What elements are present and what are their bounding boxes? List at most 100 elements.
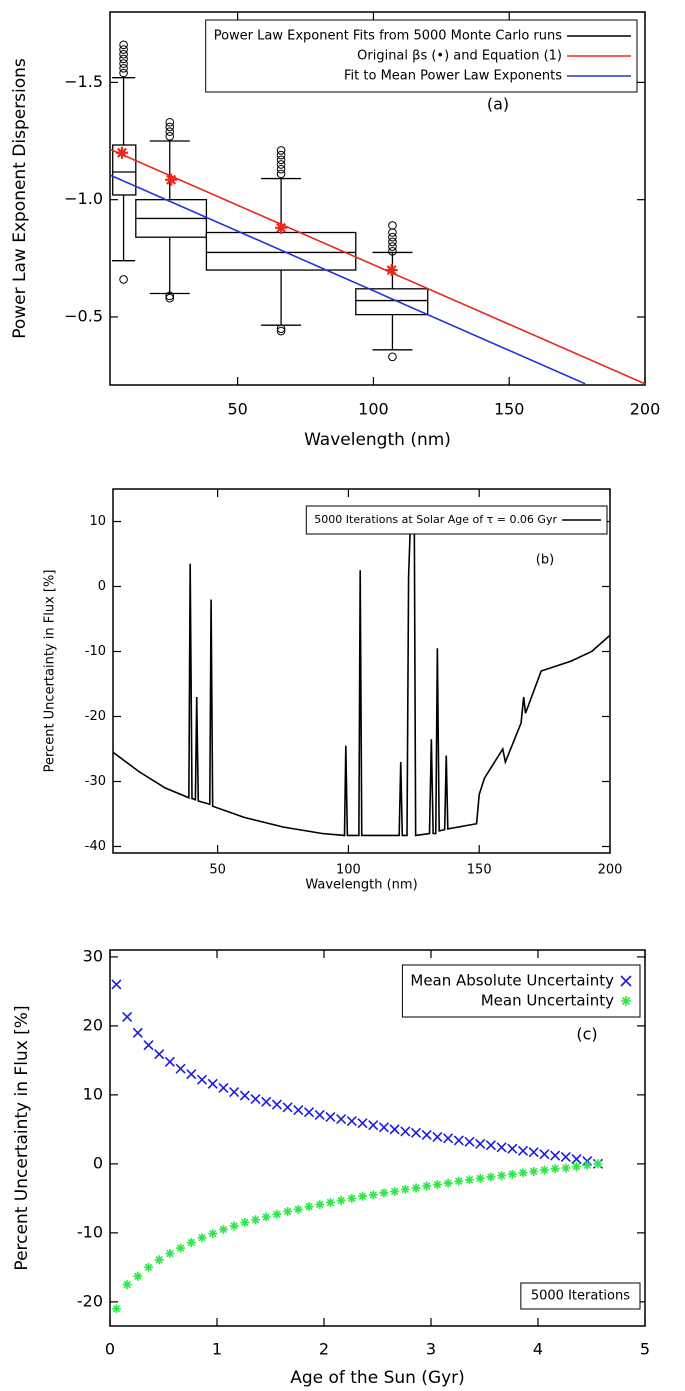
scatter-marker [239, 1090, 250, 1101]
scatter-marker [229, 1221, 239, 1231]
scatter-marker [550, 1150, 561, 1161]
scatter-marker [176, 1243, 186, 1253]
y-tick-label: −0.5 [64, 306, 103, 325]
scatter-marker [314, 1109, 325, 1120]
outlier [276, 160, 286, 169]
scatter-marker [325, 1198, 335, 1208]
scatter-marker [421, 1129, 432, 1140]
x-tick-label: 0 [105, 1340, 115, 1359]
y-tick-label: 0 [98, 579, 106, 594]
outlier [388, 352, 397, 362]
star-marker [165, 173, 178, 186]
scatter-marker [175, 1063, 186, 1074]
scatter-marker [122, 1011, 133, 1022]
panel-label: (a) [487, 95, 509, 114]
scatter-marker [251, 1215, 261, 1225]
scatter-marker [283, 1206, 293, 1216]
scatter-marker [357, 1118, 368, 1129]
outlier [388, 228, 397, 237]
legend-symbol [620, 975, 632, 987]
plot-frame [109, 11, 646, 386]
note: 5000 Iterations [531, 1289, 630, 1304]
outlier [165, 291, 175, 301]
scatter-marker [497, 1171, 507, 1181]
x-tick-label: 150 [467, 863, 492, 878]
scatter-marker [390, 1186, 400, 1196]
scatter-marker [368, 1120, 379, 1131]
outlier [165, 122, 175, 132]
outlier [165, 127, 175, 136]
y-tick-label: 20 [83, 1015, 103, 1034]
y-tick-label: −1.0 [64, 189, 103, 208]
y-tick-label: −1.5 [64, 72, 103, 91]
star-marker [385, 264, 398, 277]
scatter-marker [485, 1140, 496, 1151]
outlier [276, 169, 286, 179]
star-marker [275, 221, 288, 234]
x-tick-label: 5 [640, 1340, 650, 1359]
legend-symbol [621, 996, 631, 1006]
scatter-marker [250, 1093, 261, 1105]
scatter-marker [346, 1116, 357, 1127]
x-tick-label: 3 [426, 1340, 436, 1359]
y-tick-label: 10 [89, 514, 106, 529]
scatter-marker [282, 1102, 293, 1113]
legend-label: 5000 Iterations at Solar Age of τ = 0.06… [314, 513, 557, 526]
scatter-marker [486, 1172, 496, 1182]
scatter-marker [271, 1099, 282, 1110]
scatter-marker [186, 1238, 196, 1248]
y-tick-label: -30 [85, 774, 106, 789]
scatter-marker [261, 1212, 271, 1222]
scatter-marker [293, 1104, 304, 1116]
scatter-marker [411, 1183, 421, 1193]
scatter-marker [432, 1180, 442, 1190]
scatter-marker [443, 1133, 454, 1144]
scatter-marker [572, 1162, 582, 1172]
scatter-marker [561, 1163, 571, 1173]
y-axis-title: Power Law Exponent Dispersions [10, 58, 30, 339]
y-tick-label: 10 [83, 1084, 103, 1103]
outlier [119, 275, 128, 284]
scatter-marker [347, 1193, 357, 1203]
scatter-marker [315, 1200, 325, 1210]
outlier [388, 242, 397, 251]
scatter-marker [154, 1049, 165, 1060]
scatter-marker [240, 1218, 250, 1228]
scatter-marker [218, 1224, 228, 1234]
plot-frame [112, 488, 611, 854]
y-tick-label: 30 [83, 946, 103, 965]
legend-label: Original βs (•) and Equation (1) [357, 49, 562, 64]
outlier [276, 155, 286, 165]
scatter-marker [464, 1136, 475, 1147]
outlier [119, 49, 128, 59]
scatter-marker [443, 1178, 453, 1188]
scatter-marker [518, 1168, 528, 1178]
outlier [276, 324, 286, 333]
scatter-marker [379, 1188, 389, 1198]
plot-frame [109, 949, 646, 1327]
legend-label: Power Law Exponent Fits from 5000 Monte … [214, 29, 563, 44]
outlier [388, 232, 397, 242]
scatter-marker [582, 1160, 592, 1170]
scatter-marker [454, 1176, 464, 1186]
scatter-marker [453, 1135, 464, 1146]
outlier [165, 132, 175, 141]
scatter-marker [164, 1056, 175, 1067]
scatter-marker [122, 1280, 132, 1290]
x-tick-label: 50 [209, 863, 226, 878]
legend-box [205, 19, 638, 93]
outlier [388, 221, 397, 230]
outlier [119, 64, 128, 73]
scatter-marker [400, 1126, 411, 1137]
scatter-marker [358, 1191, 368, 1201]
scatter-marker [475, 1138, 486, 1149]
legend-box [305, 505, 608, 535]
scatter-marker [304, 1202, 314, 1212]
scatter-marker [378, 1122, 389, 1133]
scatter-marker [144, 1262, 154, 1272]
scatter-marker [218, 1082, 229, 1094]
scatter-marker [111, 979, 122, 990]
y-tick-label: -20 [77, 1291, 103, 1310]
